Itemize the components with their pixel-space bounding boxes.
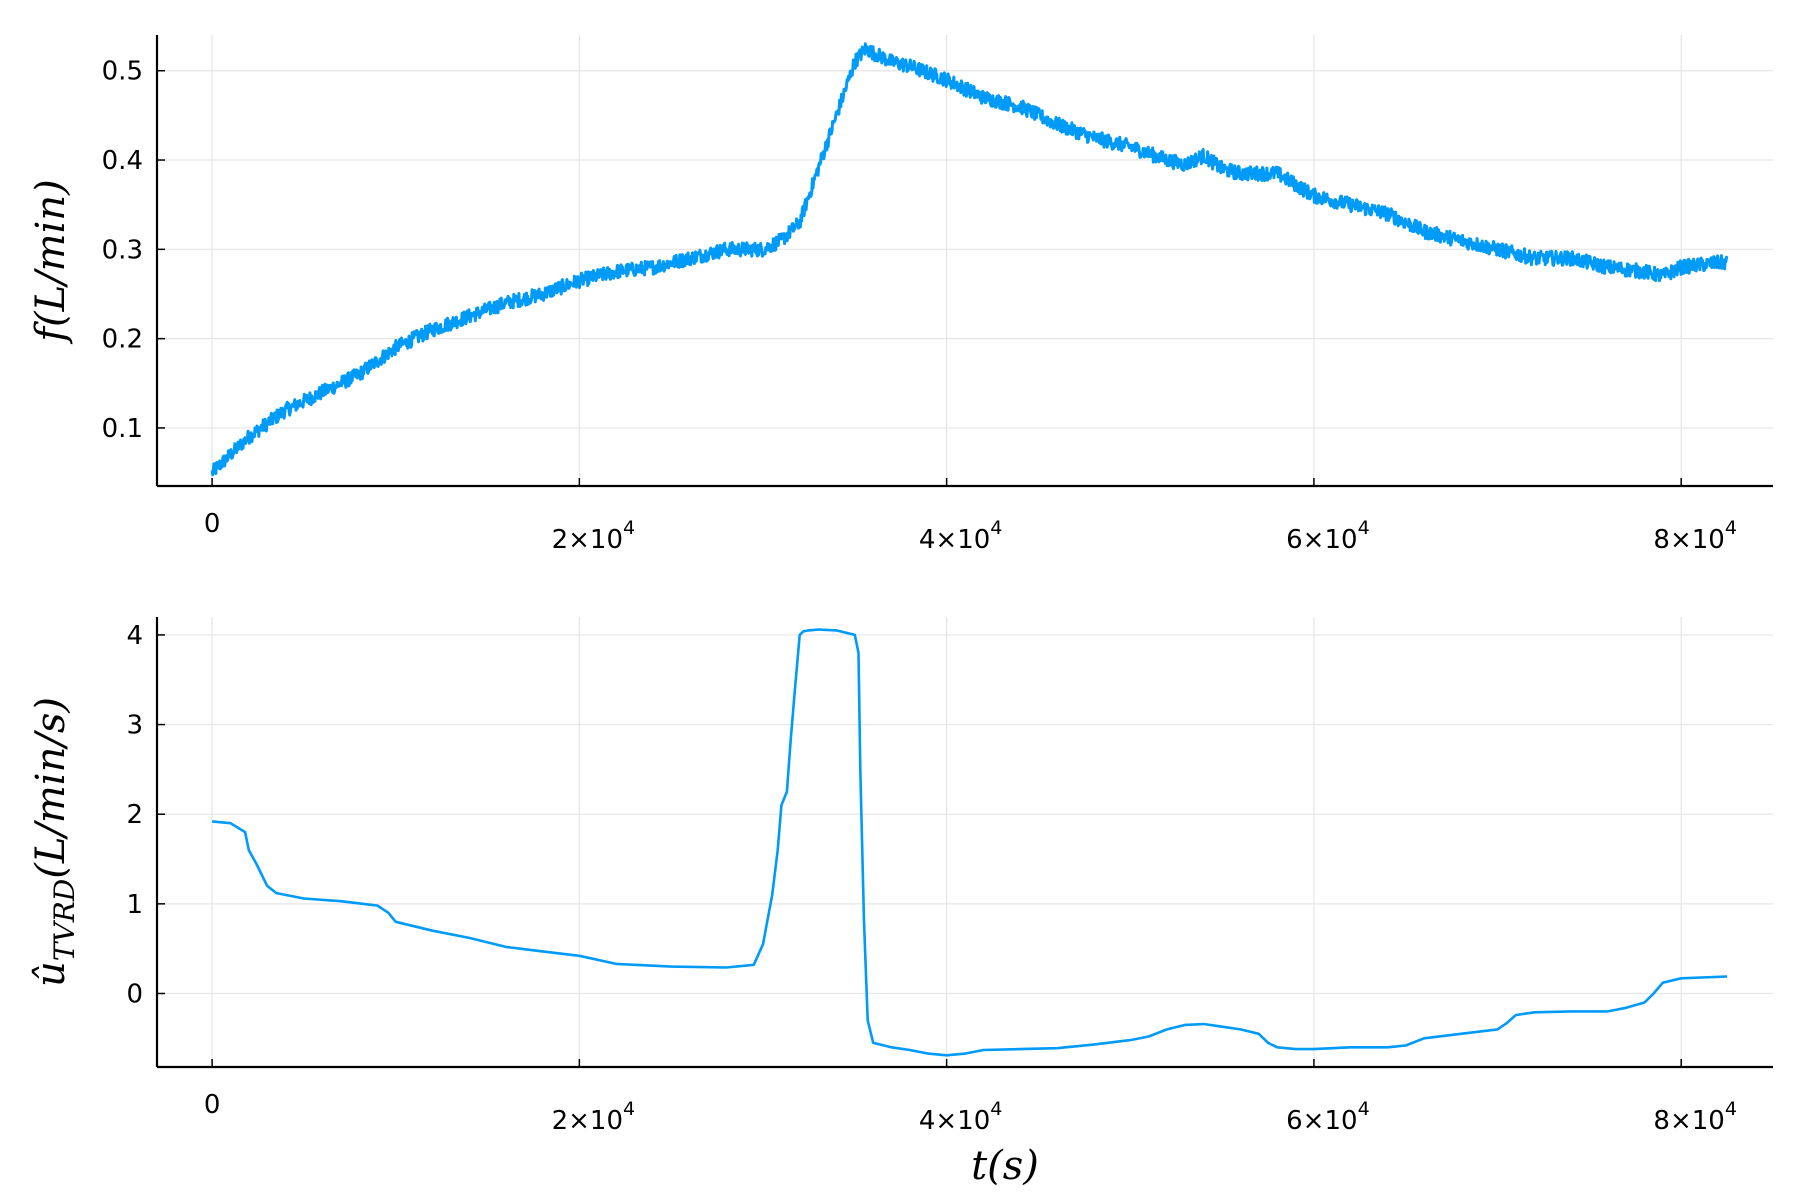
y-axis-title: f(L/min)	[28, 179, 74, 345]
y-axis-title: ûTVRD(L/min/s)	[28, 697, 81, 987]
x-tick-label: 2×104	[552, 1098, 636, 1136]
y-tick-label: 0	[126, 979, 143, 1009]
plot-control-input: 0 1 2 3 4 0 2×104 4×104 6×104 8×104 ûTVRD(L/min/s)…	[28, 617, 1773, 1189]
x-tick-label: 0	[204, 509, 221, 539]
x-tick-label: 8×104	[1653, 1098, 1737, 1136]
series-line-1-0	[211, 628, 1728, 1057]
grid-lines	[157, 617, 1773, 1067]
y-tick-label: 3	[126, 711, 143, 741]
y-tick-label: 4	[126, 621, 143, 651]
x-tick-label: 8×104	[1653, 517, 1737, 555]
x-tick-label: 4×104	[919, 1098, 1003, 1136]
series-line-0-0	[210, 42, 1729, 477]
x-axis-title: t(s)	[971, 1143, 1039, 1189]
y-tick-label: 1	[126, 890, 143, 920]
y-tick-label: 0.1	[102, 414, 143, 444]
x-tick-label: 4×104	[919, 517, 1003, 555]
x-tick-label: 0	[204, 1090, 221, 1120]
y-tick-label: 0.5	[102, 57, 143, 87]
x-tick-label: 2×104	[552, 517, 636, 555]
plot-flow-rate: 0.1 0.2 0.3 0.4 0.5 0 2×104 4×104 6×104 8×104 f(L/…	[28, 35, 1773, 555]
y-tick-label: 0.3	[102, 235, 143, 265]
y-tick-label: 0.4	[102, 146, 143, 176]
y-tick-label: 2	[126, 800, 143, 830]
x-tick-label: 6×104	[1286, 1098, 1370, 1136]
y-tick-label: 0.2	[102, 325, 143, 355]
x-tick-label: 6×104	[1286, 517, 1370, 555]
